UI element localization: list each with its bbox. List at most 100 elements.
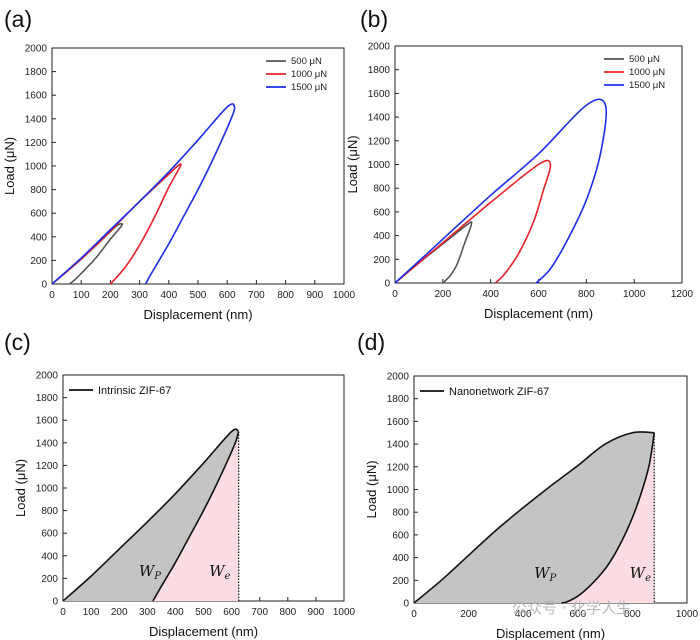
- y-axis-title: Load (μN): [13, 459, 28, 517]
- y-tick-label: 200: [392, 576, 409, 587]
- y-tick-label: 1200: [25, 138, 48, 149]
- region-label-base: W: [534, 564, 551, 582]
- legend-label-2: 1500 μN: [629, 80, 665, 91]
- legend-label-2: 1500 μN: [291, 82, 327, 93]
- region-label-base: W: [139, 562, 156, 580]
- x-tick-label: 100: [83, 607, 100, 618]
- y-tick-label: 0: [403, 599, 409, 610]
- y-tick-label: 600: [41, 529, 58, 540]
- y-tick-label: 1000: [368, 160, 391, 171]
- x-tick-label: 700: [248, 290, 265, 301]
- loading-curve: [62, 428, 240, 602]
- region-label-subscript: e: [225, 571, 231, 582]
- loading-curve: [413, 431, 655, 604]
- y-tick-label: 400: [392, 553, 409, 564]
- region-label-base: W: [209, 562, 226, 580]
- y-tick-label: 2000: [368, 42, 391, 53]
- y-tick-label: 2000: [36, 371, 59, 382]
- x-tick-label: 1000: [333, 607, 356, 618]
- y-axis-title: Load (μN): [2, 137, 17, 195]
- y-tick-label: 1000: [387, 485, 410, 496]
- y-tick-label: 1400: [25, 114, 48, 125]
- x-tick-label: 600: [569, 609, 586, 620]
- y-tick-label: 1200: [36, 461, 59, 472]
- x-axis-title: Displacement (nm): [149, 624, 258, 639]
- x-tick-label: 800: [279, 607, 296, 618]
- y-tick-label: 400: [41, 551, 58, 562]
- wp-region: [414, 431, 655, 603]
- y-tick-label: 0: [52, 597, 58, 608]
- x-tick-label: 600: [219, 290, 236, 301]
- y-tick-label: 1600: [25, 91, 48, 102]
- x-axis-title: Displacement (nm): [143, 307, 252, 322]
- y-tick-label: 1200: [368, 136, 391, 147]
- y-tick-label: 200: [41, 574, 58, 585]
- x-tick-label: 800: [624, 609, 641, 620]
- x-tick-label: 400: [515, 609, 532, 620]
- x-tick-label: 400: [167, 607, 184, 618]
- chart-c: 0 100 200 300 400 500 600 700 800 900 1000 0 200 400 6…: [13, 371, 356, 640]
- x-tick-label: 700: [251, 607, 268, 618]
- x-tick-label: 500: [190, 290, 207, 301]
- legend-label-1: 1000 μN: [291, 69, 327, 80]
- y-axis-title: Load (μN): [345, 135, 360, 193]
- series-line-2: [394, 98, 607, 284]
- series-line-1: [394, 159, 552, 284]
- y-tick-label: 2000: [25, 44, 48, 55]
- x-tick-label: 400: [482, 289, 499, 300]
- x-tick-label: 400: [160, 290, 177, 301]
- legend-label: Nanonetwork ZIF-67: [449, 386, 549, 398]
- series-line-1: [51, 163, 182, 285]
- chart-b: 0 200 400 600 800 1000 1200 0 200 400 600 800 1000 12…: [345, 42, 694, 322]
- we-label: We: [630, 564, 651, 584]
- y-tick-label: 800: [30, 185, 47, 196]
- y-tick-label: 0: [41, 280, 47, 291]
- y-tick-label: 2000: [387, 372, 410, 383]
- x-tick-label: 100: [73, 290, 90, 301]
- x-tick-label: 0: [411, 609, 417, 620]
- we-region: [561, 432, 655, 603]
- y-tick-label: 1200: [387, 462, 410, 473]
- y-tick-label: 1600: [387, 417, 410, 428]
- y-tick-label: 600: [373, 207, 390, 218]
- y-tick-label: 600: [30, 209, 47, 220]
- watermark-text: 公众号 · 化学人生: [512, 599, 631, 617]
- x-tick-label: 0: [60, 607, 66, 618]
- y-tick-label: 400: [30, 232, 47, 243]
- x-tick-label: 0: [392, 289, 398, 300]
- region-label-base: W: [630, 564, 647, 582]
- region-label-subscript: P: [153, 571, 161, 582]
- y-tick-label: 800: [392, 508, 409, 519]
- y-tick-label: 400: [373, 231, 390, 242]
- legend-label: Intrinsic ZIF-67: [98, 385, 171, 397]
- region-label-subscript: P: [549, 573, 557, 584]
- x-tick-label: 900: [308, 607, 325, 618]
- x-tick-label: 200: [102, 290, 119, 301]
- y-tick-label: 1400: [387, 440, 410, 451]
- x-axis-title: Displacement (nm): [484, 306, 593, 321]
- x-tick-label: 1000: [333, 290, 356, 301]
- wp-label: WP: [534, 564, 556, 584]
- y-tick-label: 1800: [387, 394, 410, 405]
- panel-label-d: (d): [357, 329, 385, 355]
- x-tick-label: 800: [277, 290, 294, 301]
- x-tick-label: 200: [460, 609, 477, 620]
- x-tick-label: 600: [223, 607, 240, 618]
- legend-label-0: 500 μN: [629, 54, 660, 65]
- y-tick-label: 1800: [25, 67, 48, 78]
- x-tick-label: 1000: [676, 609, 699, 620]
- unloading-curve: [561, 432, 656, 604]
- x-tick-label: 600: [530, 289, 547, 300]
- x-tick-label: 800: [578, 289, 595, 300]
- wp-region: [63, 429, 239, 601]
- x-tick-label: 1000: [623, 289, 646, 300]
- y-tick-label: 1800: [368, 65, 391, 76]
- x-tick-label: 200: [111, 607, 128, 618]
- y-tick-label: 200: [30, 256, 47, 267]
- x-tick-label: 300: [131, 290, 148, 301]
- chart-a: 0 100 200 300 400 500 600 700 800 900 1000 0 200 400 6…: [2, 44, 356, 323]
- y-axis-title: Load (μN): [364, 460, 379, 518]
- y-tick-label: 600: [392, 530, 409, 541]
- y-tick-label: 200: [373, 255, 390, 266]
